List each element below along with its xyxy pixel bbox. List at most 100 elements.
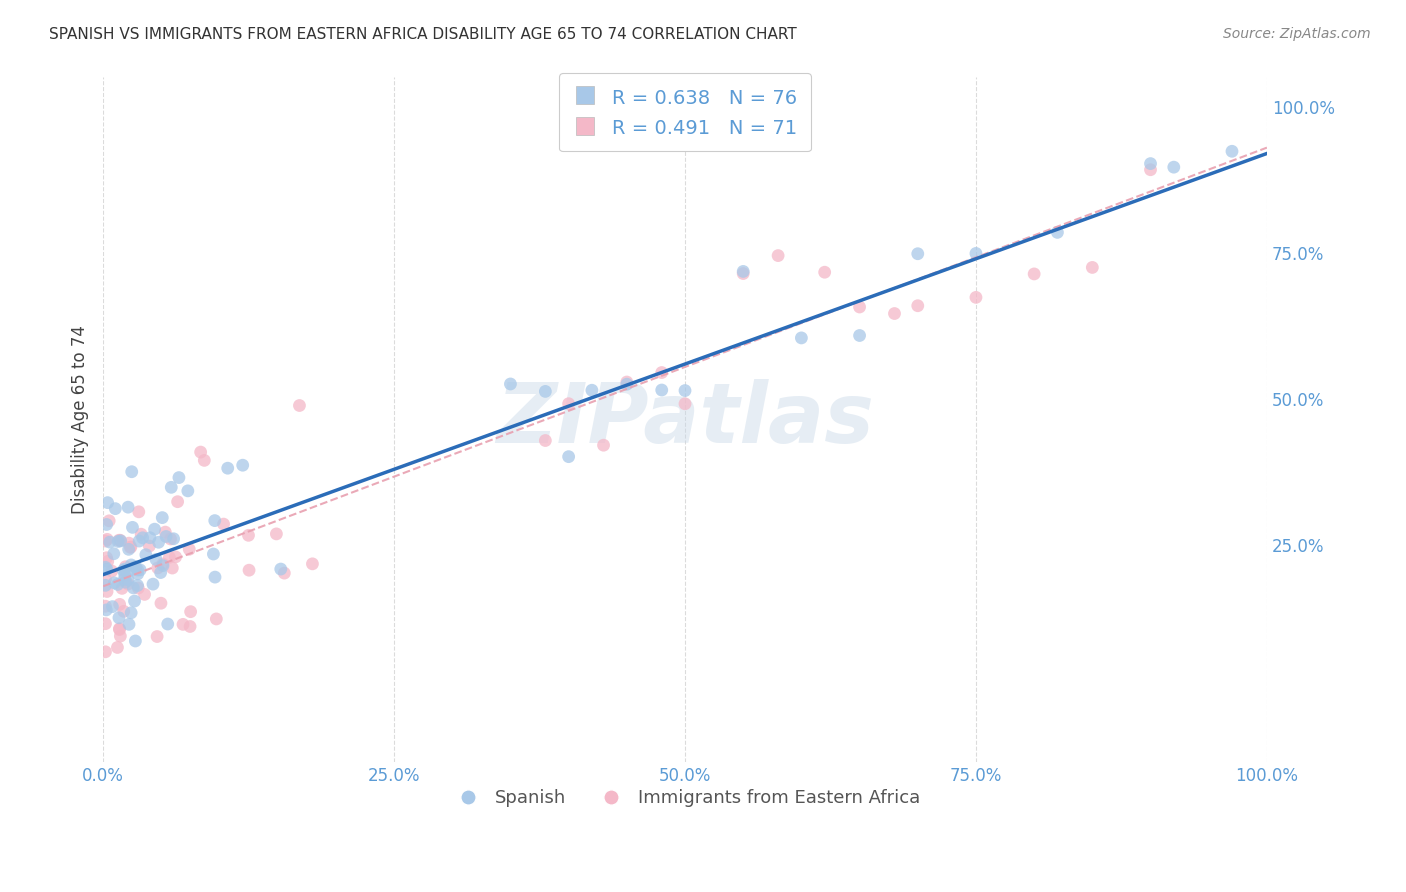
Point xyxy=(204,570,226,584)
Point xyxy=(1081,260,1104,275)
Point xyxy=(108,622,131,636)
Point xyxy=(120,541,142,555)
Point xyxy=(301,557,323,571)
Point xyxy=(128,505,150,519)
Point xyxy=(94,578,117,592)
Point xyxy=(149,566,172,580)
Point xyxy=(1163,160,1185,174)
Point xyxy=(1046,226,1069,240)
Point xyxy=(122,581,145,595)
Point xyxy=(190,445,212,459)
Point xyxy=(94,616,117,631)
Text: SPANISH VS IMMIGRANTS FROM EASTERN AFRICA DISABILITY AGE 65 TO 74 CORRELATION CH: SPANISH VS IMMIGRANTS FROM EASTERN AFRIC… xyxy=(49,27,797,42)
Point xyxy=(907,299,929,313)
Point xyxy=(733,267,755,281)
Point xyxy=(1024,267,1046,281)
Point xyxy=(179,542,201,557)
Point xyxy=(238,528,260,542)
Point xyxy=(114,562,136,576)
Point xyxy=(177,483,200,498)
Point xyxy=(146,561,169,575)
Text: Source: ZipAtlas.com: Source: ZipAtlas.com xyxy=(1223,27,1371,41)
Point xyxy=(101,599,124,614)
Point xyxy=(110,629,132,643)
Point xyxy=(1220,145,1243,159)
Point xyxy=(94,560,117,574)
Point xyxy=(149,596,172,610)
Point xyxy=(157,550,180,565)
Point xyxy=(108,533,131,548)
Point xyxy=(848,300,870,314)
Point xyxy=(152,557,174,571)
Point xyxy=(128,534,150,549)
Point xyxy=(790,331,813,345)
Point xyxy=(97,496,120,510)
Point xyxy=(160,480,183,494)
Point xyxy=(96,584,118,599)
Point xyxy=(96,517,118,532)
Point xyxy=(232,458,254,473)
Point xyxy=(107,640,129,655)
Point xyxy=(152,558,174,573)
Point xyxy=(107,577,129,591)
Point xyxy=(155,525,177,540)
Point xyxy=(114,559,136,574)
Point xyxy=(651,383,673,397)
Point xyxy=(108,611,131,625)
Point xyxy=(238,563,260,577)
Point xyxy=(266,527,288,541)
Point xyxy=(129,563,152,577)
Point xyxy=(145,552,167,566)
Point xyxy=(138,539,160,553)
Point xyxy=(557,397,579,411)
Point xyxy=(499,376,522,391)
Point xyxy=(127,566,149,581)
Point xyxy=(814,265,837,279)
Point xyxy=(616,375,638,389)
Point xyxy=(883,306,905,320)
Point xyxy=(98,535,121,549)
Point xyxy=(118,563,141,577)
Point xyxy=(114,567,136,582)
Point xyxy=(162,561,184,575)
Point xyxy=(193,453,215,467)
Point xyxy=(1139,162,1161,177)
Point xyxy=(108,533,131,548)
Point xyxy=(120,540,142,554)
Point xyxy=(118,536,141,550)
Point xyxy=(94,572,117,586)
Point xyxy=(165,549,187,564)
Point xyxy=(114,575,136,590)
Point xyxy=(202,547,225,561)
Point xyxy=(288,399,311,413)
Point xyxy=(120,558,142,572)
Point xyxy=(167,470,190,484)
Point xyxy=(180,605,202,619)
Point xyxy=(108,623,131,637)
Point xyxy=(124,559,146,574)
Point xyxy=(127,563,149,577)
Point xyxy=(581,383,603,397)
Point xyxy=(108,598,131,612)
Point xyxy=(212,517,235,532)
Point xyxy=(117,500,139,515)
Point xyxy=(131,531,153,545)
Point xyxy=(142,577,165,591)
Point xyxy=(110,533,132,548)
Point xyxy=(118,617,141,632)
Point xyxy=(651,366,673,380)
Point xyxy=(98,514,121,528)
Point xyxy=(150,510,173,524)
Point xyxy=(118,542,141,557)
Point xyxy=(124,634,146,648)
Point xyxy=(217,461,239,475)
Y-axis label: Disability Age 65 to 74: Disability Age 65 to 74 xyxy=(72,326,89,514)
Point xyxy=(273,566,295,581)
Point xyxy=(557,450,579,464)
Point xyxy=(94,645,117,659)
Point xyxy=(129,527,152,541)
Point xyxy=(96,533,118,547)
Point xyxy=(166,494,188,508)
Point xyxy=(103,575,125,590)
Point xyxy=(117,573,139,587)
